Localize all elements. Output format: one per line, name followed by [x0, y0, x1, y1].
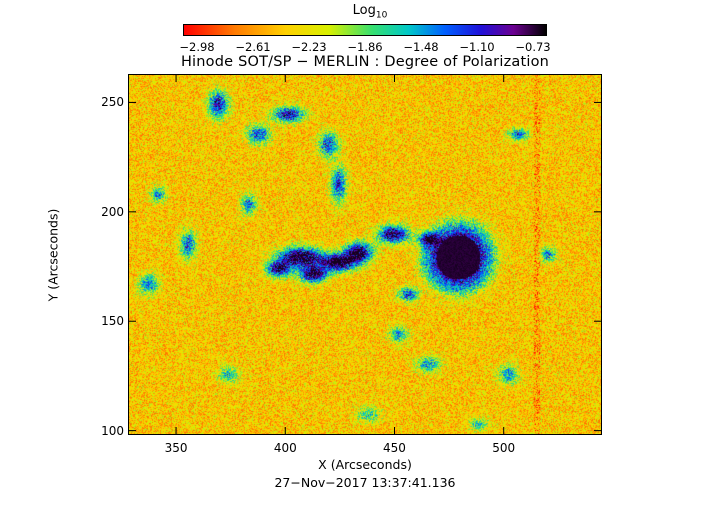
- colorbar-tick-label: −2.61: [235, 40, 271, 54]
- colorbar-tick-label: −1.10: [459, 40, 495, 54]
- x-tick-label: 350: [164, 441, 188, 455]
- colorbar-tick-label: −0.73: [515, 40, 551, 54]
- plot-area: [128, 74, 602, 435]
- plot-title: Hinode SOT/SP − MERLIN : Degree of Polar…: [180, 54, 550, 70]
- colorbar-tick-label: −2.23: [291, 40, 327, 54]
- x-tick-label: 450: [383, 441, 406, 455]
- colorbar-tick-label: −2.98: [179, 40, 215, 54]
- x-axis-label: X (Arcseconds): [318, 457, 412, 472]
- colorbar-tick-label: −1.48: [403, 40, 439, 54]
- axis-tick-marks: [128, 74, 602, 435]
- colorbar-title: Log10: [352, 3, 388, 21]
- y-tick-label: 150: [101, 314, 124, 329]
- x-tick-label: 500: [492, 441, 516, 455]
- y-tick-label: 250: [101, 95, 124, 110]
- colorbar-tick-label: −1.86: [347, 40, 383, 54]
- y-tick-label: 200: [101, 204, 124, 219]
- y-tick-label: 100: [101, 423, 124, 438]
- polarization-map: [128, 74, 602, 435]
- y-axis-label: Y (Arcseconds): [45, 208, 61, 302]
- colorbar: [183, 24, 547, 36]
- plot-frame: [128, 74, 602, 435]
- timestamp: 27−Nov−2017 13:37:41.136: [274, 475, 456, 490]
- x-tick-label: 400: [273, 441, 297, 455]
